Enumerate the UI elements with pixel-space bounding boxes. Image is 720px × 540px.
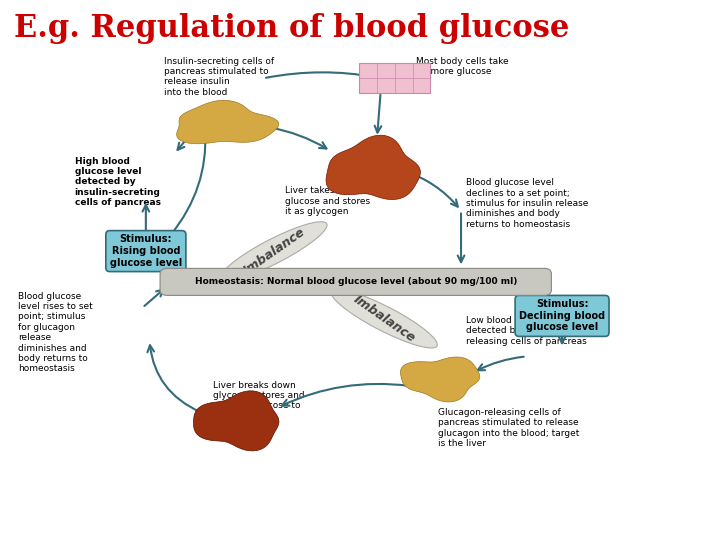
Polygon shape	[176, 100, 279, 144]
Text: Stimulus:
Declining blood
glucose level: Stimulus: Declining blood glucose level	[519, 299, 605, 333]
Text: Insulin-secreting cells of
pancreas stimulated to
release insulin
into the blood: Insulin-secreting cells of pancreas stim…	[163, 57, 274, 97]
Text: Liver breaks down
glycogen stores and
releases glucose to
the blood: Liver breaks down glycogen stores and re…	[213, 381, 305, 421]
Text: Low blood glucose level
detected by glucagon-
releasing cells of pancreas: Low blood glucose level detected by gluc…	[466, 316, 587, 346]
FancyBboxPatch shape	[160, 268, 552, 295]
Text: High blood
glucose level
detected by
insulin-secreting
cells of pancreas: High blood glucose level detected by ins…	[75, 157, 161, 207]
Polygon shape	[194, 391, 279, 451]
Text: Blood glucose
level rises to set
point; stimulus
for glucagon
release
diminishes: Blood glucose level rises to set point; …	[18, 292, 93, 373]
Polygon shape	[326, 135, 420, 200]
Ellipse shape	[221, 222, 327, 280]
Ellipse shape	[331, 289, 437, 348]
Text: Liver takes up
glucose and stores
it as glycogen: Liver takes up glucose and stores it as …	[284, 186, 369, 216]
Text: Imbalance: Imbalance	[240, 225, 307, 277]
FancyBboxPatch shape	[359, 63, 431, 93]
Text: Most body cells take
up more glucose: Most body cells take up more glucose	[416, 57, 509, 76]
Text: Stimulus:
Rising blood
glucose level: Stimulus: Rising blood glucose level	[109, 234, 182, 268]
Text: Blood glucose level
declines to a set point;
stimulus for insulin release
dimini: Blood glucose level declines to a set po…	[466, 178, 588, 229]
Polygon shape	[400, 357, 480, 402]
Text: Glucagon-releasing cells of
pancreas stimulated to release
glucagon into the blo: Glucagon-releasing cells of pancreas sti…	[438, 408, 579, 448]
Text: Imbalance: Imbalance	[351, 293, 418, 345]
Text: E.g. Regulation of blood glucose: E.g. Regulation of blood glucose	[14, 14, 570, 44]
Text: Homeostasis: Normal blood glucose level (about 90 mg/100 ml): Homeostasis: Normal blood glucose level …	[194, 278, 517, 286]
